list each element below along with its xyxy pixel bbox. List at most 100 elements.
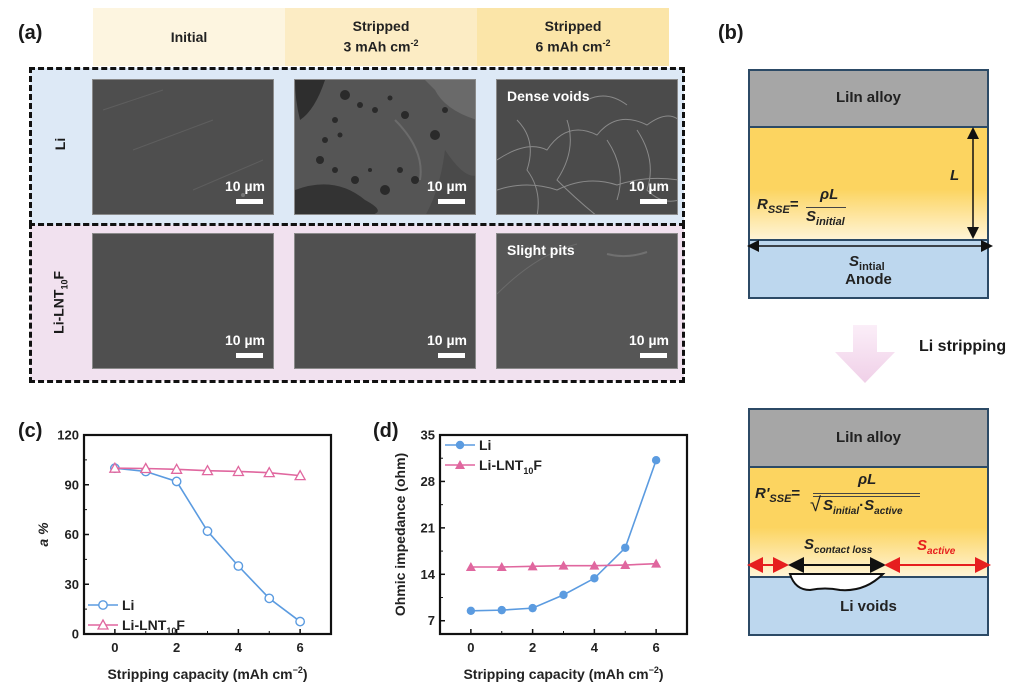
row-frame-lnt [29,223,685,383]
legend-label-sub: 10 [166,626,176,636]
sem-texture [102,89,264,197]
note-dense-voids: Dense voids [507,88,590,104]
y-axis-label: a % [35,522,51,547]
column-header-sup: -2 [602,38,611,49]
data-point [590,574,599,583]
label-L: L [950,167,960,184]
x-axis-label-text: Stripping capacity (mAh cm [463,666,648,682]
x-tick-label: 6 [297,640,304,655]
s-label: S [917,537,928,554]
legend-marker [96,618,110,630]
plot-frame [438,433,689,636]
formula-r-sse: RSSE= [757,196,799,216]
data-point [528,603,537,613]
scale-bar-label: 10 µm [427,178,467,194]
panel-b-label: (b) [718,22,744,44]
scale-bar-label: 10 µm [629,178,669,194]
legend-label-text: Li [122,597,134,613]
x-axis-label-close: ) [659,666,664,682]
formula-denominator: Sinitial·Sactive [823,497,903,517]
y-tick-label: 30 [65,577,79,592]
y-tick-label: 60 [65,527,79,542]
layer-liin-alloy: LiIn alloy [750,71,987,128]
formula-lhs-sub: SSE [769,493,792,505]
data-point [232,465,245,477]
li-stripping-label: Li stripping [919,338,1007,355]
data-point [496,562,507,572]
y-tick-label: 28 [421,474,435,489]
scale-bar [438,199,465,204]
sem-texture [497,95,677,214]
x-axis-label-sup: −2 [293,665,303,675]
row-label-lnt: Li-LNT10F [51,262,70,342]
column-header-line2: 6 mAh cm [535,38,603,55]
y-tick-label: 120 [57,428,79,443]
panel-c-label: (c) [18,420,43,442]
data-point [202,526,213,537]
column-header-sup: -2 [410,38,419,49]
row-label-text: Li-LNT [50,289,67,334]
legend-label: Li [479,437,491,453]
sem-image-lnt-initial: 10 µm [92,233,274,369]
chart-c: 0 30 60 90 120 0 2 4 6 Stripping capacity (mAh cm… [35,428,333,682]
row-label-text: Li [52,137,68,151]
data-point [589,560,600,570]
data-point [108,461,121,473]
scale-bar-label: 10 µm [629,332,669,348]
formula-lhs-sub: SSE [767,204,790,216]
data-point [558,560,569,570]
fraction-line-double [813,496,920,497]
sem-image-li-6mah: Dense voids 10 µm [496,79,678,215]
fraction-line [806,207,846,208]
scale-bar-label: 10 µm [225,178,265,194]
formula-numerator: ρL [820,186,839,203]
scale-bar [236,353,263,358]
label-s-initial: Sintial [849,253,885,273]
fraction-line [813,493,920,494]
x-tick-label: 6 [653,640,660,655]
sqrt-sign: √ [810,494,821,516]
down-arrow-icon [835,325,895,383]
column-header-initial: Initial [93,8,285,66]
schematic-arrows-top [747,127,993,252]
row-label-suffix: F [50,270,67,280]
sem-image-li-3mah: 10 µm [294,79,476,215]
sem-image-lnt-6mah: Slight pits 10 µm [496,233,678,369]
scale-bar-label: 10 µm [225,332,265,348]
formula-den-sub: initial [816,216,845,228]
formula-numerator: ρL [858,471,877,488]
legend-label: Li-LNT10F [479,457,542,476]
formula-den-a-sub: initial [833,506,860,517]
data-point [466,606,476,615]
data-point [651,558,662,568]
data-point [139,462,152,474]
y-tick-label: 14 [421,567,436,582]
note-slight-pits: Slight pits [507,242,575,258]
label-s-contact-loss: Scontact loss [804,536,872,556]
scale-bar [438,353,465,358]
data-point [233,561,244,571]
x-tick-label: 2 [173,640,180,655]
legend-marker [98,600,108,610]
data-point [295,616,306,627]
y-axis-label: Ohmic impedance (ohm) [392,453,408,616]
scale-bar-label: 10 µm [427,332,467,348]
scale-bar [236,199,263,204]
sem-texture [497,243,648,295]
y-tick-label: 7 [428,613,435,628]
row-label-sub: 10 [59,279,70,290]
layer-anode: Li voids [750,578,987,634]
formula-den-a: S [823,497,834,514]
legend-label: Li [122,597,134,613]
y-tick-label: 0 [72,627,79,642]
legend-marker [455,440,465,450]
panel-a-label: (a) [18,22,43,44]
sem-image-li-initial: 10 µm [92,79,274,215]
x-tick-label: 4 [235,640,243,655]
formula-denominator: Sinitial [806,208,845,228]
layer-label: LiIn alloy [835,89,901,106]
data-point [621,543,630,552]
legend-label-text: Li [479,437,491,453]
data-point [465,562,476,572]
data-point [263,466,276,478]
